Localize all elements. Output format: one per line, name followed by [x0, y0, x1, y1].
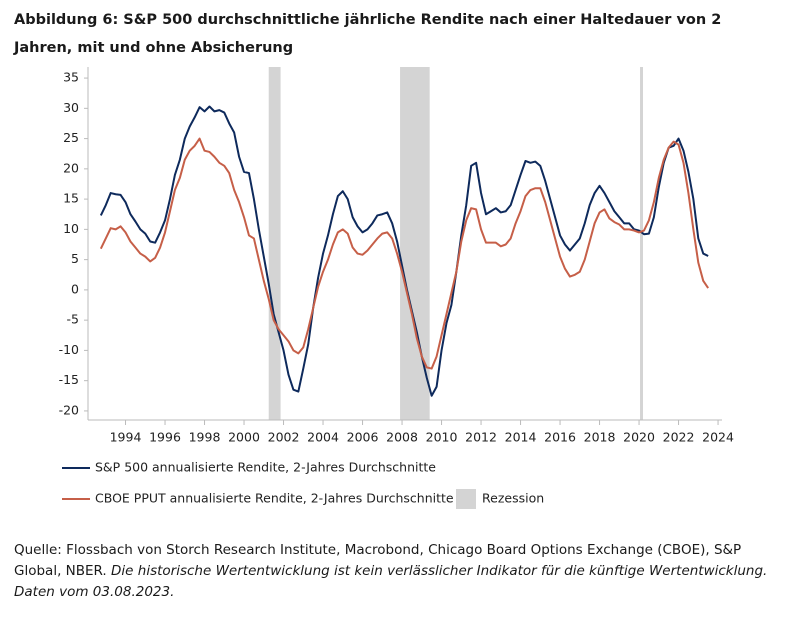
x-tick-label: 2004 [307, 430, 339, 445]
recession-band [268, 67, 281, 420]
x-tick-label: 2020 [623, 430, 655, 445]
disclaimer: Die historische Wertentwicklung ist kein… [14, 563, 768, 600]
y-tick-label: -5 [67, 312, 79, 327]
legend-label: Rezession [482, 491, 544, 506]
y-tick-label: -15 [59, 372, 79, 387]
series-line [99, 105, 709, 397]
y-tick-label: 30 [63, 100, 79, 115]
x-tick-label: 2008 [386, 430, 418, 445]
y-tick-label: 5 [71, 251, 79, 266]
x-tick-label: 1994 [110, 430, 142, 445]
legend-swatch [456, 489, 476, 509]
recession-band [640, 67, 643, 420]
x-tick-label: 2016 [544, 430, 576, 445]
legend-label: CBOE PPUT annualisierte Rendite, 2-Jahre… [95, 491, 454, 506]
x-tick-label: 2006 [347, 430, 379, 445]
chart-title: Abbildung 6: S&P 500 durchschnittliche j… [14, 12, 722, 56]
y-tick-label: 15 [63, 191, 79, 206]
y-tick-label: 25 [63, 130, 79, 145]
x-tick-label: 2014 [505, 430, 537, 445]
chart: -20 -15 -10 -5 0 5 10 15 20 25 30 35 1994 1996 1998 200… [59, 67, 734, 509]
x-tick-label: 2018 [584, 430, 616, 445]
source-note: Quelle: Flossbach von Storch Research In… [14, 540, 784, 603]
x-tick-label: 1996 [149, 430, 181, 445]
series-line [99, 137, 709, 370]
x-tick-label: 1998 [189, 430, 221, 445]
y-tick-label: -20 [59, 402, 79, 417]
x-tick-label: 2002 [268, 430, 300, 445]
y-tick-label: 20 [63, 160, 79, 175]
x-tick-label: 2012 [465, 430, 497, 445]
y-tick-label: 0 [71, 281, 79, 296]
source: Quelle: Flossbach von Storch Research In… [14, 542, 742, 579]
x-tick-label: 2022 [663, 430, 695, 445]
y-tick-label: -10 [59, 342, 79, 357]
x-tick-label: 2000 [228, 430, 260, 445]
x-tick-label: 2024 [702, 430, 734, 445]
legend-label: S&P 500 annualisierte Rendite, 2-Jahres … [95, 460, 436, 475]
x-tick-label: 2010 [426, 430, 458, 445]
y-tick-label: 10 [63, 221, 79, 236]
y-tick-label: 35 [63, 70, 79, 85]
